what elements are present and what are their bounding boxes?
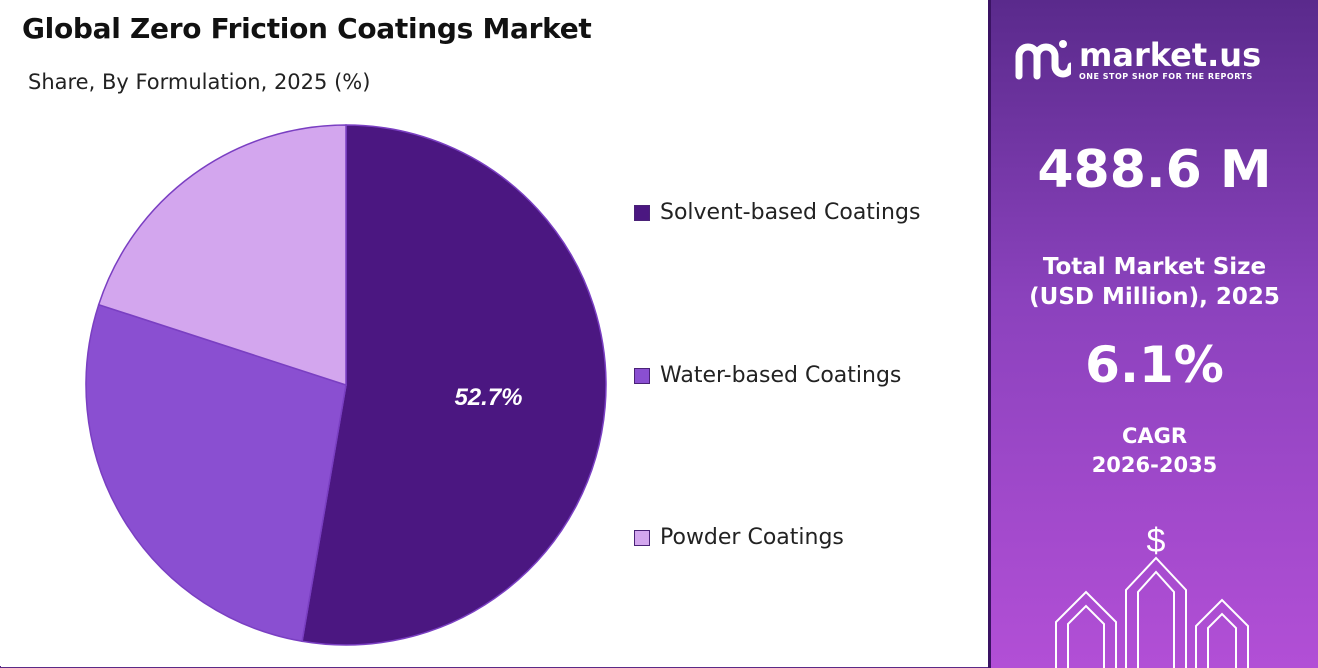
brand-name: market.us <box>1079 35 1262 74</box>
dollar-symbol: $ <box>1147 522 1166 560</box>
market-size-label: Total Market Size (USD Million), 2025 <box>991 252 1318 312</box>
growth-arrows-icon: $ <box>1055 522 1249 668</box>
pie-slice-powder-coatings <box>97 124 347 387</box>
market-size-label-line1: Total Market Size <box>1042 254 1267 280</box>
chart-panel: Global Zero Friction Coatings Market Sha… <box>22 12 921 646</box>
market-size-label-line2: (USD Million), 2025 <box>1029 284 1280 310</box>
pie-slice-water-based-coatings <box>85 303 347 643</box>
pie-data-label: 52.7% <box>454 384 522 411</box>
cagr-label-line2: 2026-2035 <box>1091 453 1218 477</box>
legend-item-powder: Powder Coatings <box>634 525 844 550</box>
brand-tagline: ONE STOP SHOP FOR THE REPORTS <box>1079 71 1253 81</box>
legend-label: Water-based Coatings <box>660 363 902 388</box>
cagr-label: CAGR 2026-2035 <box>991 422 1318 480</box>
market-us-logo-icon <box>1015 40 1071 80</box>
chart-subtitle: Share, By Formulation, 2025 (%) <box>28 70 371 94</box>
pie-chart: 52.7% <box>85 124 607 646</box>
market-size-value: 488.6 M <box>1037 140 1272 200</box>
legend-item-water-based: Water-based Coatings <box>634 363 901 388</box>
legend-label: Powder Coatings <box>660 525 844 550</box>
cagr-label-line1: CAGR <box>1121 424 1188 448</box>
legend-swatch <box>634 204 650 221</box>
cagr-value: 6.1% <box>1085 336 1224 394</box>
legend-item-solvent-based: Solvent-based Coatings <box>634 200 920 225</box>
pie-slice-solvent-based-coatings <box>301 124 607 646</box>
chart-title: Global Zero Friction Coatings Market <box>22 12 592 45</box>
stats-sidebar: market.us ONE STOP SHOP FOR THE REPORTS … <box>988 0 1318 668</box>
legend-label: Solvent-based Coatings <box>660 200 921 225</box>
brand-logo: market.us ONE STOP SHOP FOR THE REPORTS <box>1013 36 1261 82</box>
legend-swatch <box>634 529 650 546</box>
legend-swatch <box>634 367 650 384</box>
